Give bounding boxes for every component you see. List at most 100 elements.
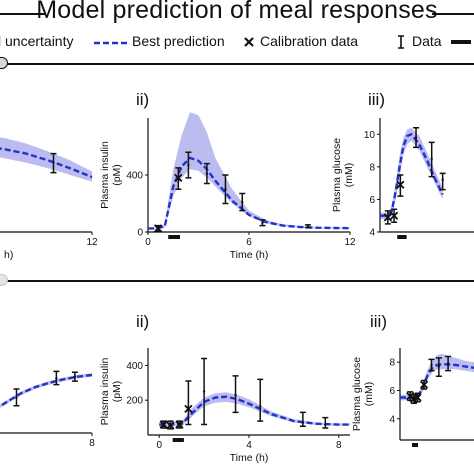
y-tick-label: 0 (137, 228, 143, 239)
prediction-line (0, 373, 93, 408)
y-tick-label: 10 (364, 130, 376, 141)
legend-errorbar-icon (398, 35, 404, 49)
calibration-marker (166, 421, 175, 430)
calibration-marker (174, 173, 183, 182)
calibration-marker (383, 213, 392, 222)
data-errorbar (185, 380, 192, 426)
data-point (446, 362, 450, 365)
data-errorbar (439, 172, 446, 191)
data-point (55, 377, 58, 380)
y-tick-label: 400 (126, 171, 143, 182)
title-rule-left (0, 13, 46, 15)
chart-a_i: 12 h) (0, 137, 98, 261)
y-tick-label: 200 (126, 396, 143, 407)
figure-title: Model prediction of meal responses (36, 0, 438, 24)
prediction-line (148, 156, 351, 230)
x-tick-label: 6 (246, 237, 252, 248)
y-axis-title: Plasma insulin (99, 141, 111, 209)
meal-bar (168, 235, 180, 239)
y-axis-unit: (pM) (111, 164, 123, 186)
legend-calibration-label: Calibration data (260, 33, 359, 49)
panel-label-b-iii: iii) (370, 312, 387, 331)
title-rule-right (432, 13, 474, 15)
chart-b_iii: 4 6 8 Plasma glucose (mM) (351, 348, 474, 447)
x-tick-label: 12 (86, 237, 98, 248)
panel-label-b-ii: ii) (136, 312, 150, 331)
calibration-marker (159, 420, 168, 429)
section-b-marker (0, 274, 8, 286)
y-tick-label: 8 (389, 358, 395, 369)
data-point (202, 390, 206, 393)
data-point (73, 375, 77, 378)
panel-label-a-ii: ii) (136, 90, 150, 109)
x-tick-label: 0 (145, 237, 151, 248)
section-a-divider (0, 63, 474, 65)
y-tick-label: 6 (389, 386, 395, 397)
meal-bar (397, 235, 407, 239)
uncertainty-band (148, 112, 350, 230)
chart-a_iii: 4 6 8 10 Plasma glucose (mM) (331, 118, 474, 239)
y-axis-unit: (pM) (111, 381, 123, 403)
y-tick-label: 8 (369, 162, 375, 173)
y-tick-label: 4 (369, 228, 375, 239)
uncertainty-band (0, 373, 92, 408)
data-point (441, 178, 444, 182)
legend-best-line-icon (94, 41, 128, 45)
prediction-line (0, 147, 93, 179)
chart-b_i: 8 (0, 370, 95, 449)
legend-data-label: Data (412, 33, 442, 49)
data-errorbar (322, 416, 329, 429)
x-tick-label: 12 (344, 237, 356, 248)
data-point (241, 200, 244, 204)
data-point (234, 393, 237, 397)
data-point (15, 396, 18, 399)
data-errorbar (257, 378, 264, 422)
calibration-marker (396, 180, 405, 189)
section-a-marker (0, 57, 8, 69)
x-tick-label: 0 (156, 440, 162, 451)
x-axis-title: Time (h) (230, 249, 269, 261)
data-point (224, 188, 227, 191)
y-tick-label: 6 (369, 195, 375, 206)
data-errorbar (299, 411, 306, 428)
y-axis-title: Plasma glucose (351, 357, 363, 431)
legend-cross-icon (244, 37, 254, 47)
y-axis-title: Plasma insulin (99, 357, 111, 425)
data-point (52, 161, 55, 164)
data-point (259, 405, 262, 408)
legend-best-label: Best prediction (132, 33, 225, 49)
panel-label-a-iii: iii) (368, 90, 385, 109)
prediction-line (380, 132, 444, 217)
y-axis-unit: (mM) (363, 382, 375, 407)
uncertainty-band (0, 137, 92, 182)
calibration-marker (389, 211, 399, 220)
x-axis-title: Time (h) (230, 452, 269, 464)
data-point (437, 365, 441, 368)
x-tick-label: 4 (246, 440, 252, 451)
x-tick-label: 8 (336, 440, 342, 451)
data-point (306, 225, 310, 228)
chart-a_ii: 0 6 12 0 400 Time (h) Plasma insulin (pM) (99, 112, 356, 261)
data-point (187, 163, 190, 167)
prediction-line (159, 395, 350, 426)
data-point (324, 423, 327, 426)
calibration-marker (175, 420, 184, 429)
calibration-marker (153, 224, 163, 233)
meal-bar (412, 443, 419, 447)
data-point (205, 172, 209, 175)
data-point (430, 157, 433, 160)
x-axis-title: h) (4, 249, 13, 261)
data-point (301, 421, 305, 425)
legend-meal-icon (451, 40, 471, 44)
y-tick-label: 400 (126, 361, 143, 372)
chart-b_ii: 0 4 8 200 400 Time (h) Plasma insulin (pM) (99, 348, 350, 464)
calibration-marker (184, 404, 193, 414)
x-tick-label: 8 (89, 438, 95, 449)
data-point (414, 136, 418, 139)
section-b-divider (0, 280, 474, 282)
meal-bar (172, 438, 184, 442)
data-point (261, 221, 264, 224)
data-point (430, 363, 433, 367)
y-tick-label: 4 (389, 414, 395, 425)
